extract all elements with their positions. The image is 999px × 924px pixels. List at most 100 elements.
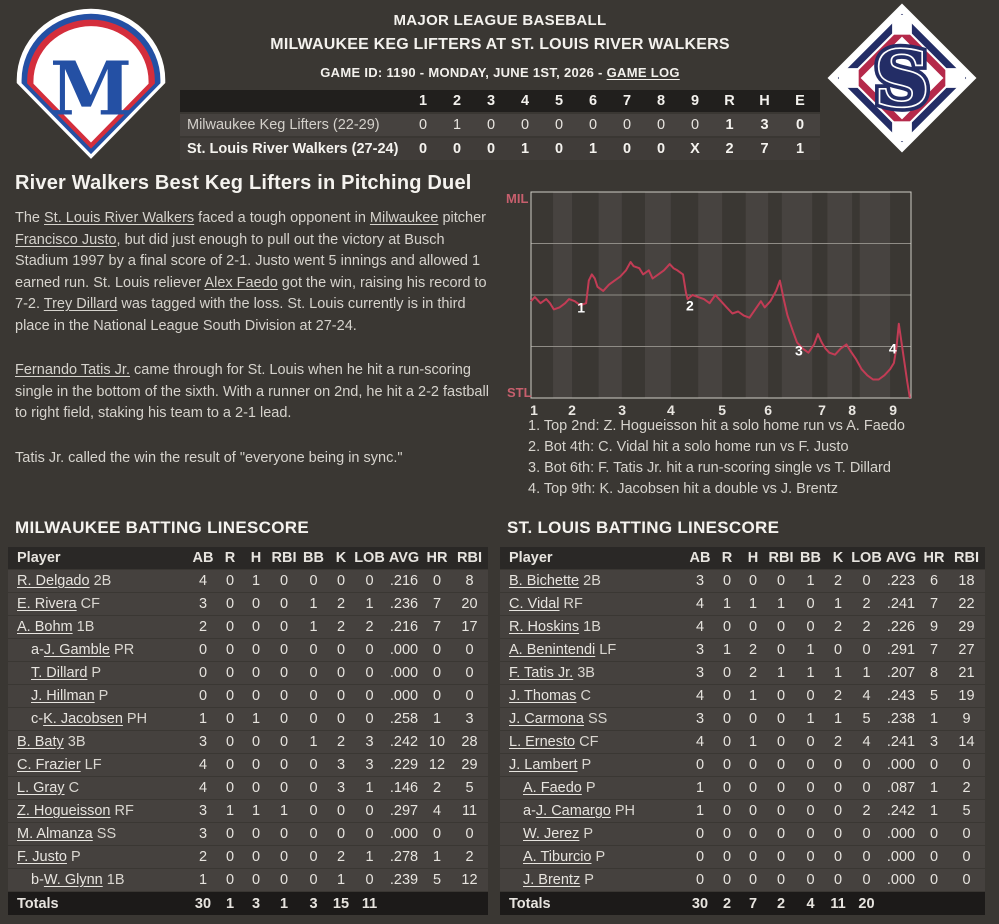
stat-cell: 4	[862, 688, 871, 704]
stat-cell: 17	[461, 619, 478, 635]
inning-score: X	[690, 141, 700, 157]
player-link[interactable]: Z. Hogueisson	[17, 803, 111, 819]
stat-cell: .216	[389, 573, 419, 589]
player-name-cell: b-W. Glynn 1B	[31, 872, 125, 888]
stat-cell: 0	[336, 688, 346, 704]
inning-score: 0	[622, 141, 632, 157]
player-link[interactable]: L. Gray	[17, 780, 65, 796]
player-link[interactable]: J. Thomas	[509, 688, 577, 704]
totals-stat-cell: 15	[332, 895, 350, 912]
milwaukee-batting-table: Player AB R H RBI BB K LOB AVG HR RBI R. Delgado 2B…	[8, 547, 488, 915]
player-link[interactable]: Fernando Tatis Jr.	[15, 362, 130, 378]
inning-score: 1	[588, 141, 598, 157]
player-position: P	[94, 688, 109, 704]
inning-score: 0	[690, 117, 700, 133]
article-body: The St. Louis River Walkers faced a toug…	[15, 208, 489, 469]
player-link[interactable]: A. Benintendi	[509, 642, 596, 658]
player-link[interactable]: J. Brentz	[523, 872, 581, 888]
player-link[interactable]: C. Vidal	[509, 596, 560, 612]
player-link[interactable]: J. Gamble	[43, 642, 110, 658]
stat-cell: 0	[862, 573, 871, 589]
player-name-cell: W. Jerez P	[500, 826, 686, 842]
stat-cell: 0	[722, 780, 732, 796]
player-link[interactable]: Milwaukee	[369, 210, 439, 226]
stat-cell: 0	[279, 757, 289, 773]
game-linescore-table: 1 2 3 4 5 6 7 8 9 R H E Milwaukee Keg Lifters (22-29…	[180, 90, 820, 162]
player-link[interactable]: B. Baty	[17, 734, 64, 750]
stat-cell: 0	[806, 826, 815, 842]
stat-cell: 0	[722, 665, 732, 681]
x-axis-tick-label: 2	[568, 402, 576, 417]
stat-cell: 0	[748, 826, 758, 842]
stat-cell: 0	[776, 780, 786, 796]
player-name-cell: A. Faedo P	[500, 780, 686, 796]
matchup-title: MILWAUKEE KEG LIFTERS AT ST. LOUIS RIVER…	[270, 36, 730, 53]
batting-header-row: Player AB R H RBI BB K LOB AVG HR RBI	[500, 547, 985, 569]
player-link[interactable]: R. Delgado	[17, 573, 90, 589]
player-link[interactable]: A. Faedo	[523, 780, 582, 796]
stat-cell: 1	[806, 642, 815, 658]
stat-cell: 2	[833, 573, 843, 589]
player-link[interactable]: W. Jerez	[523, 826, 580, 842]
stat-cell: 2	[833, 734, 843, 750]
player-link[interactable]: E. Rivera	[17, 596, 77, 612]
game-log-link[interactable]: GAME LOG	[606, 65, 680, 80]
batting-totals-row: Totals 30 2 7 2 4 11 20	[500, 892, 985, 915]
player-link[interactable]: A. Bohm	[17, 619, 73, 635]
player-link[interactable]: A. Tiburcio	[523, 849, 592, 865]
stat-cell: 0	[279, 573, 289, 589]
player-link[interactable]: J. Lambert	[509, 757, 578, 773]
player-name-cell: c-K. Jacobsen PH	[31, 711, 148, 727]
stat-cell: 21	[958, 665, 975, 681]
stat-cell: .242	[389, 734, 419, 750]
player-link[interactable]: Francisco Justo	[15, 231, 117, 248]
stat-cell: 0	[833, 757, 843, 773]
player-link[interactable]: Alex Faedo	[204, 274, 278, 291]
stat-cell: .241	[886, 596, 916, 612]
batting-player-row: J. Carmona SS 3 0 0 0 1 1 5.238 1 9	[500, 708, 985, 730]
batting-column-header: LOB	[851, 550, 882, 566]
player-link[interactable]: T. Dillard	[31, 665, 88, 681]
x-axis-tick-label: 9	[889, 402, 897, 417]
game-info-line: GAME ID: 1190 - MONDAY, JUNE 1ST, 2026 -…	[180, 65, 820, 80]
stat-cell: 0	[365, 803, 374, 819]
player-link[interactable]: F. Tatis Jr.	[509, 665, 574, 681]
stat-cell: 0	[309, 780, 318, 796]
stat-cell: 0	[251, 872, 261, 888]
stat-cell: 0	[722, 826, 732, 842]
player-link[interactable]: F. Justo	[17, 849, 67, 865]
player-link[interactable]: St. Louis River Walkers	[44, 210, 195, 226]
stat-cell: 0	[279, 849, 289, 865]
batting-column-header: RBI	[457, 550, 482, 566]
player-link[interactable]: R. Hoskins	[509, 619, 580, 635]
totals-stat-cell: 2	[722, 895, 732, 912]
key-play-item: 3. Bot 6th: F. Tatis Jr. hit a run-scori…	[528, 460, 891, 476]
player-link[interactable]: Trey Dillard	[43, 296, 118, 312]
stat-cell: 2	[862, 596, 871, 612]
milwaukee-batting-section: MILWAUKEE BATTING LINESCORE Player AB R H RB…	[8, 518, 488, 916]
player-link[interactable]: J. Hillman	[31, 688, 95, 704]
stat-cell: 0	[251, 734, 261, 750]
player-link[interactable]: K. Jacobsen	[43, 711, 123, 727]
errors-total: 1	[795, 141, 805, 157]
stat-cell: 0	[722, 757, 732, 773]
player-link[interactable]: J. Camargo	[535, 803, 611, 819]
player-link[interactable]: C. Frazier	[17, 757, 81, 773]
player-link[interactable]: M. Almanza	[17, 826, 93, 842]
batting-column-header: R	[224, 550, 236, 566]
inning-score: 0	[452, 141, 462, 157]
stat-cell: 1	[833, 596, 843, 612]
stat-cell: 4	[862, 734, 871, 750]
batting-column-header: H	[250, 550, 262, 566]
x-axis-tick-label: 7	[818, 402, 826, 417]
player-link[interactable]: L. Ernesto	[509, 734, 576, 750]
stat-cell: .216	[389, 619, 419, 635]
stat-cell: .000	[389, 826, 419, 842]
stat-cell: 2	[962, 780, 971, 796]
player-link[interactable]: W. Glynn	[43, 872, 103, 888]
inning-header: 4	[520, 93, 530, 109]
batting-column-header: AB	[689, 550, 711, 566]
stat-cell: 0	[309, 688, 318, 704]
player-link[interactable]: J. Carmona	[509, 711, 584, 727]
player-link[interactable]: B. Bichette	[509, 573, 580, 589]
